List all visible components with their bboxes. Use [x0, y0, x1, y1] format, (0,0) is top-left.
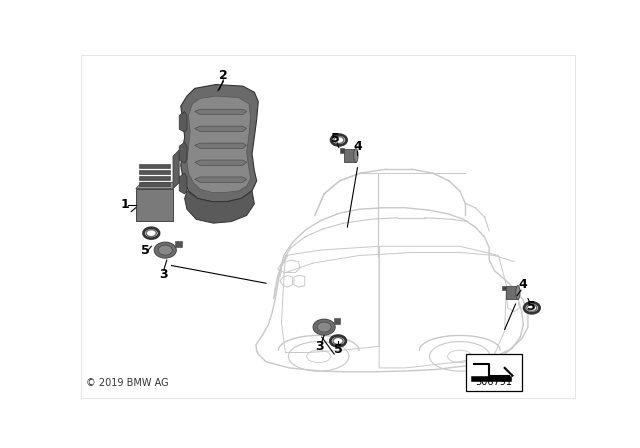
Bar — [340, 148, 344, 153]
Polygon shape — [187, 96, 250, 192]
Text: 4: 4 — [353, 140, 362, 153]
Bar — [136, 189, 173, 221]
Text: © 2019 BMW AG: © 2019 BMW AG — [86, 378, 169, 388]
Ellipse shape — [516, 285, 520, 299]
Text: 506791: 506791 — [476, 377, 513, 387]
Ellipse shape — [154, 242, 177, 258]
Polygon shape — [179, 142, 187, 163]
Polygon shape — [180, 85, 259, 202]
Ellipse shape — [313, 319, 335, 335]
Polygon shape — [173, 150, 179, 189]
Polygon shape — [195, 160, 246, 165]
Text: 5: 5 — [141, 244, 150, 257]
Bar — [334, 318, 340, 324]
Text: 4: 4 — [519, 278, 527, 291]
Polygon shape — [179, 173, 187, 194]
Polygon shape — [344, 149, 356, 162]
Text: 2: 2 — [219, 69, 228, 82]
Text: 5: 5 — [332, 132, 340, 145]
Polygon shape — [179, 112, 187, 132]
Ellipse shape — [354, 148, 358, 162]
Polygon shape — [195, 126, 246, 132]
Bar — [466, 354, 522, 391]
Text: 5: 5 — [335, 343, 343, 356]
Text: 1: 1 — [120, 198, 129, 211]
Polygon shape — [195, 177, 246, 182]
Text: 3: 3 — [159, 268, 168, 281]
Polygon shape — [184, 191, 254, 223]
Text: 5: 5 — [527, 300, 536, 313]
Ellipse shape — [158, 245, 172, 255]
Ellipse shape — [317, 322, 331, 332]
Polygon shape — [195, 143, 246, 148]
Bar — [139, 164, 170, 168]
Bar — [139, 182, 170, 186]
Text: 3: 3 — [315, 340, 324, 353]
Bar — [502, 285, 506, 290]
Bar — [139, 176, 170, 180]
Bar — [175, 241, 182, 247]
Polygon shape — [506, 286, 518, 299]
Polygon shape — [195, 109, 246, 115]
Polygon shape — [136, 182, 179, 189]
Bar — [139, 170, 170, 174]
